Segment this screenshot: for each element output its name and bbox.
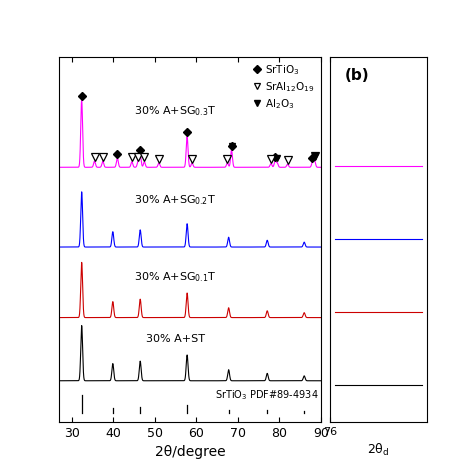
Text: 30% A+SG$_{0.2}$T: 30% A+SG$_{0.2}$T [135, 193, 217, 207]
Legend: SrTiO$_3$, SrAl$_{12}$O$_{19}$, Al$_2$O$_3$: SrTiO$_3$, SrAl$_{12}$O$_{19}$, Al$_2$O$… [248, 59, 319, 115]
Text: 30% A+ST: 30% A+ST [146, 334, 205, 344]
X-axis label: 2θ/degree: 2θ/degree [155, 445, 225, 459]
X-axis label: 2θ$_\mathrm{d}$: 2θ$_\mathrm{d}$ [367, 442, 390, 458]
Text: SrTiO$_3$ PDF#89-4934: SrTiO$_3$ PDF#89-4934 [215, 388, 319, 401]
Text: 30% A+SG$_{0.3}$T: 30% A+SG$_{0.3}$T [134, 104, 217, 118]
Text: 30% A+SG$_{0.1}$T: 30% A+SG$_{0.1}$T [134, 270, 217, 284]
Text: (b): (b) [344, 68, 369, 83]
